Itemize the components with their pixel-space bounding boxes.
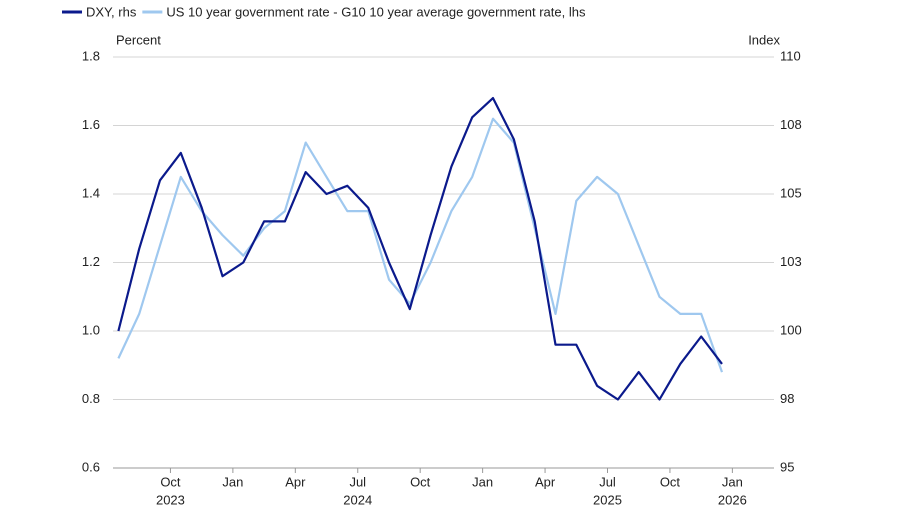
y-tick-label: 1.6 (82, 117, 100, 132)
x-tick-label: Jan (222, 474, 243, 489)
y2-tick-label: 100 (780, 322, 802, 337)
y-tick-label: 1.4 (82, 185, 100, 200)
y2-tick-label: 95 (780, 459, 794, 474)
y-tick-label: 0.8 (82, 391, 100, 406)
x-tick-label: Apr (285, 474, 306, 489)
x-tick-label: Jan (722, 474, 743, 489)
y2-tick-label: 108 (780, 117, 802, 132)
x-tick-label: Oct (160, 474, 181, 489)
x-tick-label: Oct (660, 474, 681, 489)
x-year-label: 2023 (156, 492, 185, 507)
y-tick-label: 0.6 (82, 459, 100, 474)
y-axis-label: Percent (116, 32, 161, 47)
data-line (117, 117, 724, 373)
y2-axis-label: Index (748, 32, 780, 47)
y-tick-label: 1.2 (82, 254, 100, 269)
legend-label: DXY, rhs (86, 4, 137, 19)
x-year-label: 2026 (718, 492, 747, 507)
y2-tick-label: 103 (780, 254, 802, 269)
x-year-label: 2025 (593, 492, 622, 507)
data-line (117, 97, 723, 401)
x-tick-label: Jan (472, 474, 493, 489)
x-year-label: 2024 (343, 492, 372, 507)
x-tick-label: Jul (349, 474, 366, 489)
y2-tick-label: 110 (780, 48, 801, 63)
legend-label: US 10 year government rate - G10 10 year… (166, 4, 586, 19)
x-tick-label: Apr (535, 474, 556, 489)
x-tick-label: Jul (599, 474, 616, 489)
x-tick-label: Oct (410, 474, 431, 489)
y2-tick-label: 98 (780, 391, 794, 406)
y-tick-label: 1.0 (82, 322, 100, 337)
y-tick-label: 1.8 (82, 48, 100, 63)
y2-tick-label: 105 (780, 185, 802, 200)
